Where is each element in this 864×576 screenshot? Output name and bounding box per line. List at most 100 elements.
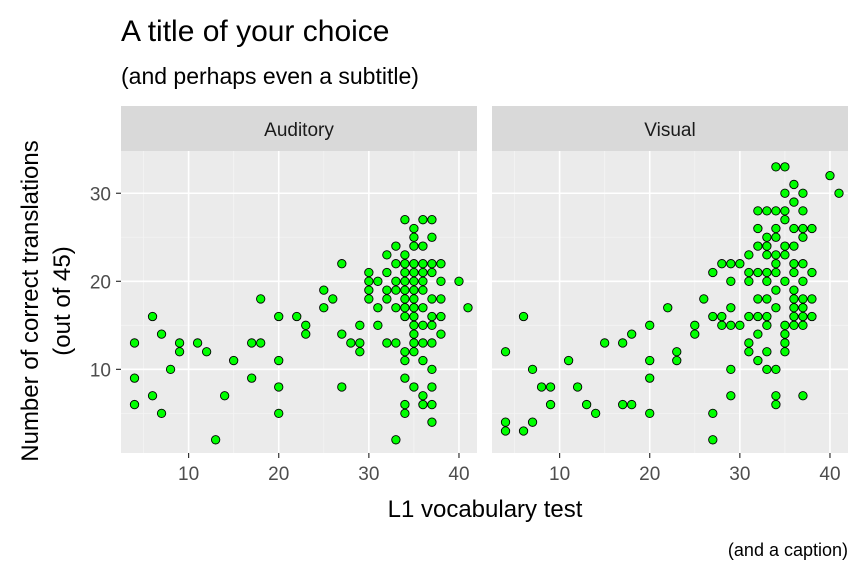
data-point bbox=[753, 355, 763, 366]
data-point bbox=[256, 294, 266, 304]
data-point bbox=[427, 320, 437, 330]
data-point bbox=[726, 276, 736, 286]
data-point bbox=[247, 338, 257, 348]
data-point bbox=[319, 285, 329, 295]
data-point bbox=[400, 285, 410, 295]
data-point bbox=[744, 311, 754, 322]
data-point bbox=[319, 303, 329, 313]
data-point bbox=[789, 223, 799, 234]
data-point bbox=[780, 338, 790, 348]
y-tick-label: 30 bbox=[90, 184, 111, 205]
data-point bbox=[409, 329, 419, 339]
data-point bbox=[400, 311, 410, 322]
data-point bbox=[409, 259, 419, 269]
panel-background-auditory bbox=[121, 151, 477, 453]
chart-title: A title of your choice bbox=[121, 15, 389, 48]
data-point bbox=[726, 259, 736, 269]
data-point bbox=[147, 311, 158, 322]
data-point bbox=[527, 364, 538, 375]
data-point bbox=[708, 408, 718, 419]
data-point bbox=[708, 435, 718, 445]
data-point bbox=[789, 285, 799, 295]
data-point bbox=[409, 320, 419, 330]
data-point bbox=[762, 364, 772, 375]
panel-visual: Visual bbox=[492, 106, 848, 453]
data-point bbox=[382, 294, 392, 304]
data-point bbox=[789, 197, 799, 207]
data-point bbox=[174, 338, 185, 348]
data-point bbox=[762, 232, 772, 242]
data-point bbox=[798, 303, 808, 313]
data-point bbox=[690, 329, 700, 339]
data-point bbox=[147, 391, 158, 401]
data-point bbox=[771, 250, 781, 260]
y-tick-label: 20 bbox=[90, 272, 111, 293]
data-point bbox=[301, 320, 311, 330]
data-point bbox=[780, 162, 790, 172]
data-point bbox=[590, 408, 601, 419]
data-point bbox=[581, 399, 592, 410]
data-point bbox=[699, 294, 709, 304]
data-point bbox=[418, 259, 428, 269]
data-point bbox=[418, 399, 428, 410]
data-point bbox=[717, 311, 727, 322]
data-point bbox=[400, 373, 410, 383]
data-point bbox=[789, 267, 799, 278]
data-point bbox=[274, 408, 284, 419]
data-point bbox=[645, 320, 655, 330]
data-point bbox=[391, 338, 401, 348]
data-point bbox=[355, 338, 365, 348]
data-point bbox=[789, 320, 799, 330]
data-point bbox=[328, 294, 338, 304]
data-point bbox=[518, 426, 529, 436]
data-point bbox=[789, 303, 799, 313]
points-visual bbox=[500, 162, 844, 445]
y-axis-title-line1: Number of correct translations bbox=[17, 140, 44, 461]
data-point bbox=[400, 215, 410, 225]
data-point bbox=[400, 347, 410, 357]
data-point bbox=[753, 267, 763, 278]
data-point bbox=[735, 259, 745, 269]
data-point bbox=[427, 259, 437, 269]
data-point bbox=[409, 294, 419, 304]
data-point bbox=[708, 267, 718, 278]
data-point bbox=[219, 391, 230, 401]
data-point bbox=[762, 294, 772, 304]
strip-background-auditory bbox=[121, 106, 477, 151]
data-point bbox=[229, 355, 239, 366]
x-axis-auditory: 10 20 30 40 bbox=[178, 453, 470, 485]
data-point bbox=[780, 250, 790, 260]
data-point bbox=[400, 294, 410, 304]
y-tick-label: 10 bbox=[90, 360, 111, 381]
data-point bbox=[672, 355, 682, 366]
data-point bbox=[427, 294, 437, 304]
data-point bbox=[427, 399, 437, 410]
data-point bbox=[807, 223, 817, 234]
data-point bbox=[427, 232, 437, 242]
data-point bbox=[798, 232, 808, 242]
data-point bbox=[409, 338, 419, 348]
data-point bbox=[771, 206, 781, 216]
data-point bbox=[545, 382, 556, 392]
data-point bbox=[337, 259, 347, 269]
data-point bbox=[798, 320, 808, 330]
data-point bbox=[780, 276, 790, 286]
data-point bbox=[762, 347, 772, 357]
data-point bbox=[400, 303, 410, 313]
data-point bbox=[355, 320, 365, 330]
x-tick-label: 40 bbox=[819, 464, 840, 485]
data-point bbox=[409, 382, 419, 392]
data-point bbox=[798, 206, 808, 216]
data-point bbox=[834, 188, 844, 198]
data-point bbox=[156, 329, 167, 339]
data-point bbox=[301, 329, 311, 339]
data-point bbox=[780, 206, 790, 216]
data-point bbox=[391, 303, 401, 313]
data-point bbox=[780, 347, 790, 357]
data-point bbox=[364, 276, 374, 286]
data-point bbox=[744, 250, 754, 260]
strip-label-auditory: Auditory bbox=[264, 120, 334, 141]
data-point bbox=[717, 259, 727, 269]
data-point bbox=[645, 373, 655, 383]
